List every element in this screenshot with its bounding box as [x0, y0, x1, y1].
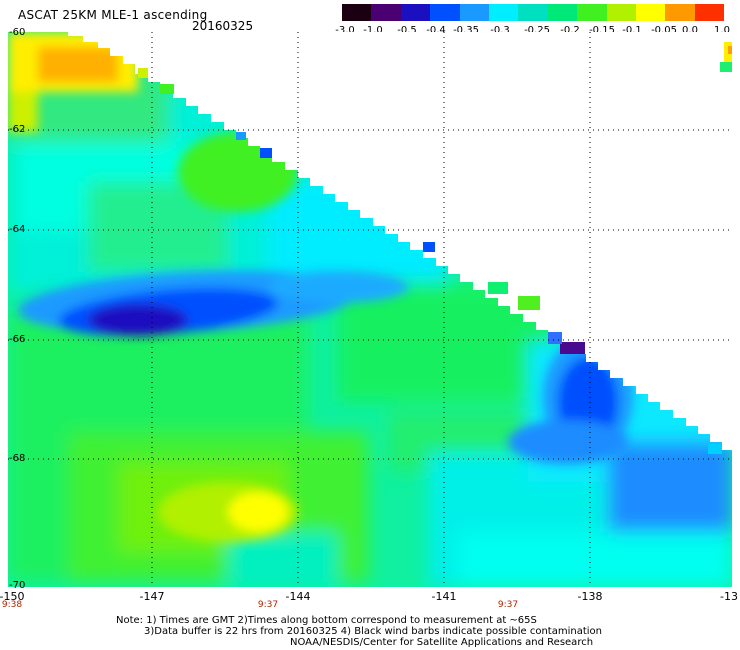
colorbar-segment: [606, 4, 636, 21]
time-label: 9:37: [257, 600, 279, 610]
colorbar-segment: [371, 4, 401, 21]
lon-label: -147: [139, 590, 165, 603]
note-line-1: Note: 1) Times are GMT 2)Times along bot…: [116, 615, 537, 626]
colorbar-label: -0.1: [622, 25, 642, 36]
map-grid: [8, 32, 732, 587]
colorbar-label: -0.4: [426, 25, 446, 36]
colorbar-label: -0.15: [589, 25, 615, 36]
wind-map: [8, 32, 732, 587]
lat-label: -68: [9, 453, 26, 464]
colorbar-label: -0.3: [490, 25, 510, 36]
lon-label: -13: [720, 590, 738, 603]
colorbar-label: -0.35: [453, 25, 479, 36]
colorbar-segment: [635, 4, 666, 21]
colorbar-segment: [400, 4, 431, 21]
colorbar-segment: [665, 4, 695, 21]
colorbar-label: -0.25: [524, 25, 550, 36]
lat-label: -66: [9, 334, 26, 345]
colorbar-segment: [694, 4, 725, 21]
data-field-features: [8, 32, 633, 542]
lat-label: -70: [9, 580, 26, 591]
colorbar-segment: [547, 4, 578, 21]
colorbar-segment: [430, 4, 460, 21]
no-data-region: [8, 32, 732, 450]
product-date: 20160325: [192, 19, 254, 33]
lon-label: -141: [431, 590, 457, 603]
product-title: ASCAT 25KM MLE-1 ascending: [18, 8, 208, 22]
colorbar-label: -3.0: [335, 25, 355, 36]
time-label: 9:38: [1, 600, 23, 610]
colorbar-label: -1.0: [363, 25, 383, 36]
lon-label: -144: [285, 590, 311, 603]
lat-label: -60: [9, 27, 26, 38]
colorbar-label: -0.2: [560, 25, 580, 36]
time-label: 9:37: [497, 600, 519, 610]
colorbar-segment: [459, 4, 489, 21]
colorbar-segment: [518, 4, 548, 21]
colorbar-segment: [577, 4, 607, 21]
colorbar: [342, 4, 725, 21]
colorbar-segment: [488, 4, 519, 21]
colorbar-label: -0.5: [397, 25, 417, 36]
colorbar-label: -0.05: [651, 25, 677, 36]
colorbar-label: 1.0: [714, 25, 730, 36]
swath-edge-pixels: [138, 42, 732, 454]
colorbar-segment: [342, 4, 372, 21]
lon-label: -150: [0, 590, 25, 603]
credit-line: NOAA/NESDIS/Center for Satellite Applica…: [290, 637, 594, 648]
lon-label: -138: [577, 590, 603, 603]
colorbar-labels: -3.0 -1.0 -0.5 -0.4 -0.35 -0.3 -0.25 -0.2 -0.15-…: [330, 25, 740, 39]
colorbar-label: 0.0: [682, 25, 698, 36]
lat-label: -64: [9, 224, 26, 235]
lat-label: -62: [9, 124, 26, 135]
note-line-2: 3)Data buffer is 22 hrs from 20160325 4)…: [144, 626, 602, 637]
